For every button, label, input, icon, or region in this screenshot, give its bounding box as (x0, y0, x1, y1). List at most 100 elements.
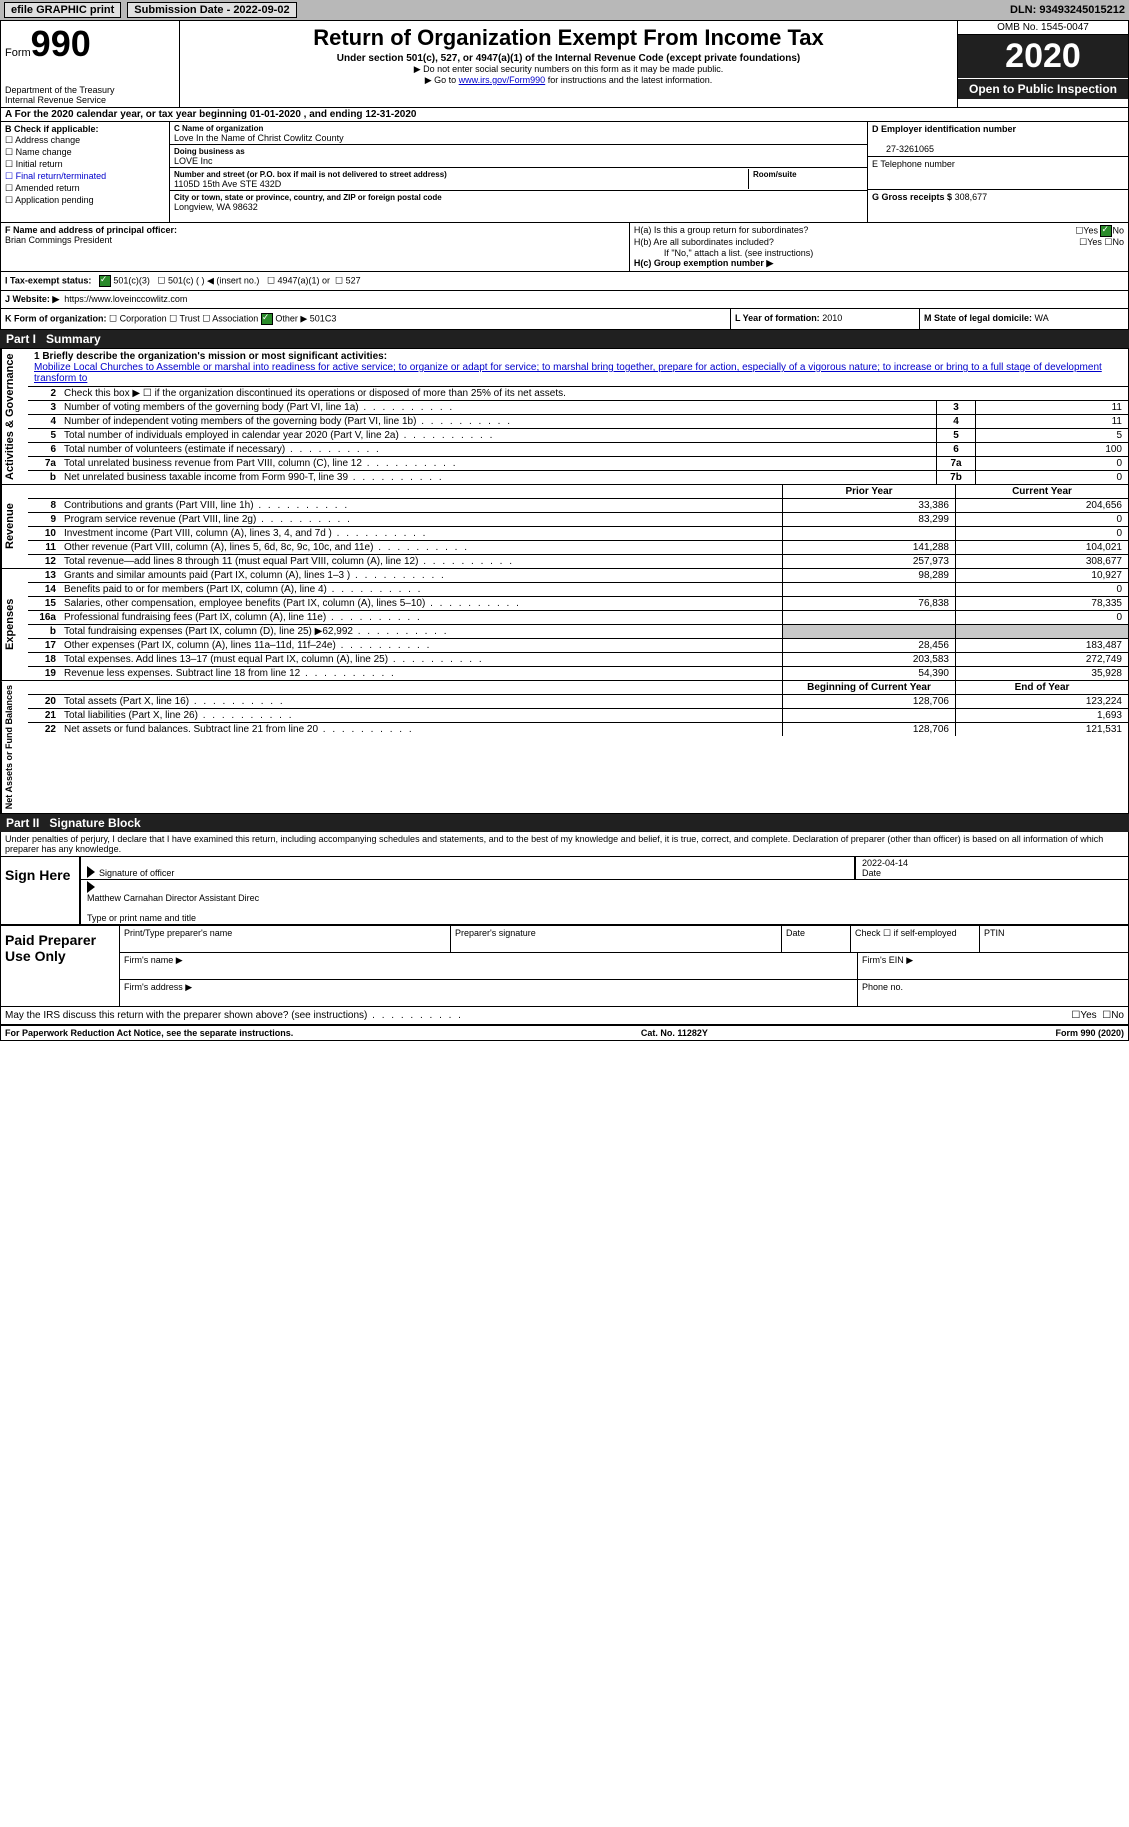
prep-h5: PTIN (979, 926, 1128, 952)
sig-officer-cell: Signature of officer (79, 857, 854, 880)
line-desc: Other revenue (Part VIII, column (A), li… (60, 541, 782, 554)
line-num: 4 (28, 415, 60, 428)
prep-h2: Preparer's signature (450, 926, 781, 952)
table-row: 12Total revenue—add lines 8 through 11 (… (28, 555, 1128, 568)
cb-app-pending[interactable]: ☐ Application pending (5, 195, 165, 206)
yes-label: Yes (1083, 225, 1098, 235)
line-desc: Total liabilities (Part X, line 26) (60, 709, 782, 722)
netassets-section: Net Assets or Fund Balances Beginning of… (0, 681, 1129, 814)
line-box-label: 6 (936, 443, 975, 456)
curr-cell: 35,928 (955, 667, 1128, 680)
ha-no-checkbox[interactable] (1100, 225, 1112, 237)
revenue-body: Prior Year Current Year 8Contributions a… (28, 485, 1128, 568)
line-num: 5 (28, 429, 60, 442)
head-begin: Beginning of Current Year (782, 681, 955, 694)
submission-date-button[interactable]: Submission Date - 2022-09-02 (127, 2, 296, 18)
c-name-label: C Name of organization (174, 124, 263, 133)
m-label: M State of legal domicile: (924, 313, 1032, 323)
c-name-org: C Name of organization Love In the Name … (170, 122, 867, 145)
line-box-label: 3 (936, 401, 975, 414)
gov-row: bNet unrelated business taxable income f… (28, 471, 1128, 484)
opt-4947: 4947(a)(1) or (278, 275, 331, 285)
line-num: 16a (28, 611, 60, 624)
line-num: 3 (28, 401, 60, 414)
col-deg: D Employer identification number 27-3261… (867, 122, 1128, 222)
table-row: 16aProfessional fundraising fees (Part I… (28, 611, 1128, 625)
dba-value: LOVE Inc (174, 156, 213, 166)
penalty-text: Under penalties of perjury, I declare th… (0, 832, 1129, 857)
irs-link[interactable]: www.irs.gov/Form990 (459, 75, 546, 85)
dept-label: Department of the Treasury Internal Reve… (5, 85, 175, 105)
i-label: I Tax-exempt status: (5, 275, 91, 285)
expenses-section: Expenses 13Grants and similar amounts pa… (0, 569, 1129, 681)
sig-name-val: Matthew Carnahan Director Assistant Dire… (87, 893, 259, 903)
no-label: No (1112, 225, 1124, 235)
prep-h4: Check ☐ if self-employed (850, 926, 979, 952)
line-box-value: 100 (975, 443, 1128, 456)
table-row: 22Net assets or fund balances. Subtract … (28, 723, 1128, 736)
line-box-label: 7b (936, 471, 975, 484)
cb-amended[interactable]: ☐ Amended return (5, 183, 165, 194)
i-501c3-checkbox[interactable] (99, 275, 111, 287)
table-row: bTotal fundraising expenses (Part IX, co… (28, 625, 1128, 639)
d-ein: D Employer identification number 27-3261… (868, 122, 1128, 157)
line-desc: Contributions and grants (Part VIII, lin… (60, 499, 782, 512)
sig-date-label: Date (862, 868, 881, 878)
netassets-header-row: Beginning of Current Year End of Year (28, 681, 1128, 695)
firm-name-row: Firm's name ▶ Firm's EIN ▶ (119, 953, 1128, 980)
line-box-value: 0 (975, 457, 1128, 470)
l-label: L Year of formation: (735, 313, 820, 323)
footer-right: Form 990 (2020) (1055, 1028, 1124, 1038)
sig-officer-label: Signature of officer (99, 868, 174, 878)
form-label-big: 990 (31, 23, 91, 64)
sign-here-block: Sign Here Signature of officer 2022-04-1… (0, 857, 1129, 925)
cb-final-return[interactable]: ☐ Final return/terminated (5, 171, 165, 182)
prior-cell: 128,706 (782, 695, 955, 708)
gov-row: 5Total number of individuals employed in… (28, 429, 1128, 443)
table-row: 18Total expenses. Add lines 13–17 (must … (28, 653, 1128, 667)
line-desc: Net assets or fund balances. Subtract li… (60, 723, 782, 736)
line-num: 12 (28, 555, 60, 568)
cb-address-change[interactable]: ☐ Address change (5, 135, 165, 146)
head-curr: Current Year (955, 485, 1128, 498)
line-num: 21 (28, 709, 60, 722)
note-2-post: for instructions and the latest informat… (545, 75, 712, 85)
revenue-header-row: Prior Year Current Year (28, 485, 1128, 499)
table-row: 20Total assets (Part X, line 16)128,7061… (28, 695, 1128, 709)
j-label: J Website: ▶ (5, 294, 59, 304)
sign-here-label: Sign Here (1, 857, 79, 924)
line-num: 8 (28, 499, 60, 512)
table-row: 14Benefits paid to or for members (Part … (28, 583, 1128, 597)
row-i: I Tax-exempt status: 501(c)(3) ☐ 501(c) … (1, 272, 1128, 291)
preparer-label: Paid Preparer Use Only (1, 926, 119, 1006)
hb-note: If "No," attach a list. (see instruction… (634, 248, 1124, 258)
curr-cell: 272,749 (955, 653, 1128, 666)
f-officer: F Name and address of principal officer:… (1, 223, 630, 271)
col-c-org-info: C Name of organization Love In the Name … (170, 122, 867, 222)
cb-initial-return[interactable]: ☐ Initial return (5, 159, 165, 170)
prior-cell (782, 709, 955, 722)
triangle-icon (87, 881, 95, 893)
cb-name-change[interactable]: ☐ Name change (5, 147, 165, 158)
omb-number: OMB No. 1545-0047 (958, 21, 1128, 35)
efile-print-button[interactable]: efile GRAPHIC print (4, 2, 121, 18)
prior-cell: 33,386 (782, 499, 955, 512)
opt-501c3: 501(c)(3) (113, 275, 150, 285)
j-website[interactable]: https://www.loveinccowlitz.com (64, 294, 187, 304)
revenue-section: Revenue Prior Year Current Year 8Contrib… (0, 485, 1129, 569)
street-label: Number and street (or P.O. box if mail i… (174, 170, 447, 179)
f-value: Brian Commings President (5, 235, 112, 245)
firm-addr: Firm's address ▶ (119, 980, 857, 1006)
footer-mid: Cat. No. 11282Y (641, 1028, 708, 1038)
h-group: H(a) Is this a group return for subordin… (630, 223, 1128, 271)
l-year: L Year of formation: 2010 (730, 309, 919, 329)
line-num: 19 (28, 667, 60, 680)
note-2-pre: ▶ Go to (425, 75, 459, 85)
line-desc: Total number of individuals employed in … (60, 429, 936, 442)
line-box-value: 5 (975, 429, 1128, 442)
cb-label: Name change (16, 147, 72, 157)
k-other-checkbox[interactable] (261, 313, 273, 325)
head-end: End of Year (955, 681, 1128, 694)
k-form-org: K Form of organization: ☐ Corporation ☐ … (1, 309, 730, 329)
no-label: No (1112, 237, 1124, 247)
